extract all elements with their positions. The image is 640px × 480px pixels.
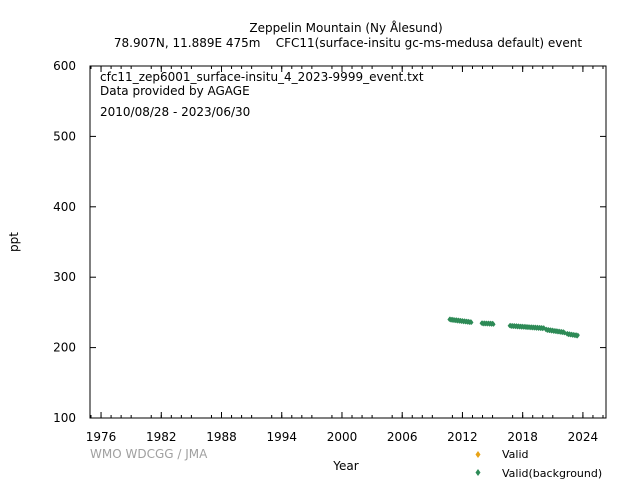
data-point	[575, 332, 580, 338]
x-tick-label: 2012	[447, 430, 478, 444]
data-period: 2010/08/28 - 2023/06/30	[100, 105, 250, 119]
y-tick-label: 500	[53, 129, 76, 143]
y-tick-label: 100	[53, 411, 76, 425]
data-point	[491, 321, 496, 327]
y-tick-label: 600	[53, 59, 76, 73]
legend-valid-background-label: Valid(background)	[502, 467, 602, 480]
data-provider: Data provided by AGAGE	[100, 84, 250, 98]
data-filename: cfc11_zep6001_surface-insitu_4_2023-9999…	[100, 70, 424, 84]
x-axis-label: Year	[332, 459, 358, 473]
x-tick-label: 1976	[86, 430, 117, 444]
x-tick-label: 2000	[327, 430, 358, 444]
chart-subtitle: 78.907N, 11.889E 475m CFC11(surface-insi…	[114, 36, 582, 50]
legend-valid-background-marker	[475, 469, 481, 476]
data-points	[447, 316, 580, 339]
x-tick-label: 1982	[146, 430, 177, 444]
legend-valid-marker	[475, 451, 481, 458]
plot-frame	[89, 65, 607, 419]
y-axis: 100 200 300 400 500 600	[53, 59, 606, 425]
y-tick-label: 200	[53, 341, 76, 355]
legend: Valid Valid(background)	[475, 448, 602, 480]
y-tick-label: 400	[53, 200, 76, 214]
y-tick-label: 300	[53, 270, 76, 284]
legend-valid-label: Valid	[502, 448, 529, 461]
x-tick-label: 2018	[507, 430, 538, 444]
data-point	[469, 319, 474, 325]
chart-title: Zeppelin Mountain (Ny Ålesund)	[249, 20, 442, 35]
x-tick-label: 2024	[568, 430, 599, 444]
x-tick-label: 2006	[387, 430, 418, 444]
credit-text: WMO WDCGG / JMA	[90, 447, 208, 461]
x-tick-label: 1994	[266, 430, 297, 444]
y-axis-label: ppt	[7, 232, 21, 252]
x-axis: 1976 1982 1988 1994 2000 2006 2012 2018 2024	[86, 66, 604, 444]
x-tick-label: 1988	[206, 430, 237, 444]
